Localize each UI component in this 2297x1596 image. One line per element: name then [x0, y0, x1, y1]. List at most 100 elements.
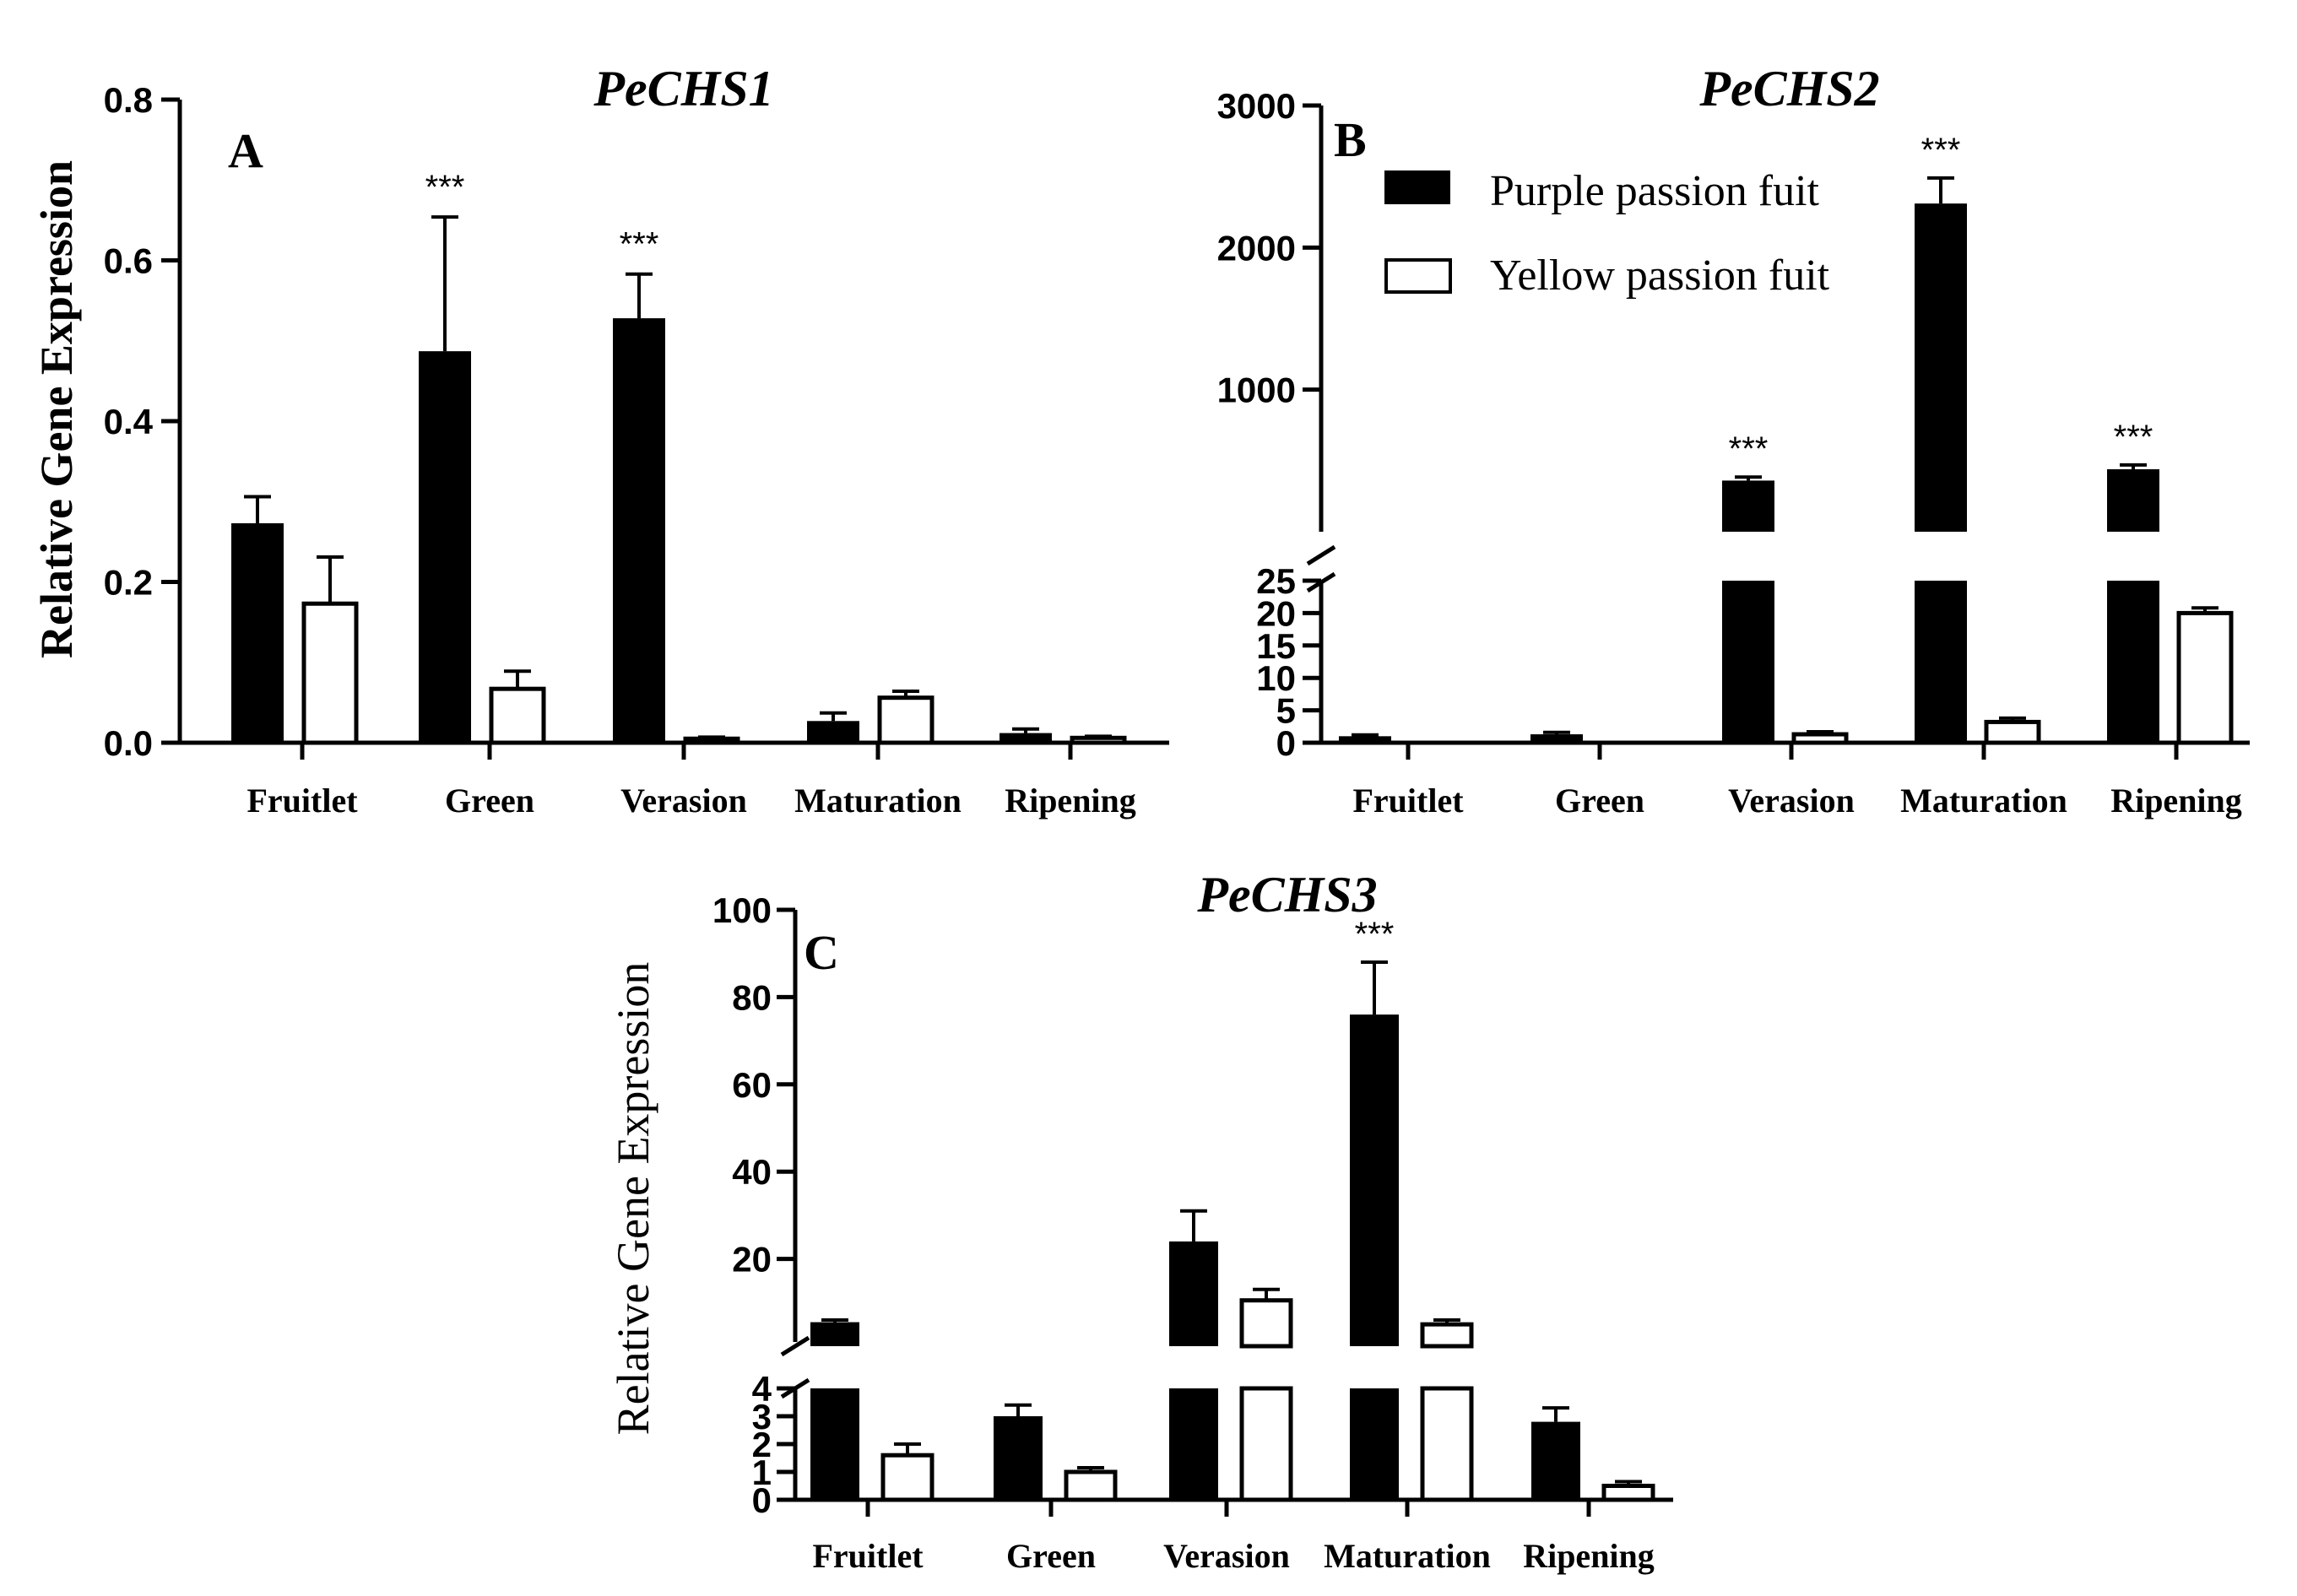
- bar-purple-c: [810, 1322, 859, 1346]
- bar-yellow-c: [1420, 1322, 1474, 1349]
- y-tick-label-b: 20: [1256, 593, 1296, 633]
- bar-purple-c: [810, 1388, 859, 1500]
- bar-purple-a: [1000, 733, 1052, 743]
- category-label-a: Verasion: [620, 782, 747, 820]
- y-tick-label-a: 0.4: [104, 402, 154, 441]
- significance-b: ***: [1729, 430, 1769, 468]
- category-label-c: Fruitlet: [812, 1537, 924, 1575]
- significance-a: ***: [425, 169, 465, 206]
- legend: Purple passion fuit Yellow passion fuit: [1384, 167, 1830, 300]
- bar-yellow-c: [880, 1453, 935, 1502]
- y-tick-label-c: 3: [752, 1397, 772, 1436]
- bar-purple-b: [1530, 734, 1583, 743]
- panel-a: 0.0 0.2 0.4 0.6 0.8 Fruitlet Green *** Verasion *…: [104, 80, 1169, 820]
- bar-yellow-c: [1239, 1298, 1293, 1349]
- panel-b-title: PeCHS2: [1698, 61, 1879, 116]
- category-label-a: Fruitlet: [246, 782, 358, 820]
- bar-purple-b: [2107, 468, 2159, 532]
- panel-b-letter: B: [1334, 112, 1367, 167]
- legend-swatch-purple: [1384, 170, 1450, 204]
- bar-purple-b: [1915, 581, 1967, 743]
- bar-purple-a: [231, 522, 284, 743]
- bar-yellow-b: [1984, 719, 2041, 745]
- y-tick-label-b: 15: [1256, 626, 1296, 666]
- y-tick-label-b: 0: [1276, 723, 1296, 763]
- bar-yellow-c: [1601, 1484, 1655, 1502]
- category-label-b: Fruitlet: [1352, 782, 1464, 820]
- bar-purple-c: [1350, 1388, 1399, 1500]
- bar-yellow-a: [683, 736, 740, 745]
- bar-purple-c: [1531, 1421, 1580, 1500]
- bar-purple-c: [1350, 1014, 1399, 1346]
- axis-break-b: [1306, 544, 1336, 566]
- bar-purple-a: [613, 318, 665, 743]
- category-label-a: Ripening: [1005, 782, 1136, 820]
- legend-label-purple: Purple passion fuit: [1490, 167, 1820, 215]
- category-label-b: Green: [1555, 782, 1644, 820]
- y-tick-label-b: 3000: [1217, 86, 1296, 126]
- category-label-b: Ripening: [2110, 782, 2242, 820]
- bar-yellow-a: [301, 601, 359, 745]
- bar-yellow-c: [1064, 1469, 1118, 1502]
- panel-c-letter: C: [804, 925, 839, 980]
- bar-purple-b: [1915, 203, 1967, 532]
- bar-purple-c: [1169, 1241, 1218, 1346]
- significance-b: ***: [2114, 419, 2153, 456]
- category-label-b: Maturation: [1900, 782, 2067, 820]
- y-tick-label-c: 40: [732, 1152, 772, 1192]
- y-tick-label-c: 1: [752, 1453, 772, 1492]
- legend-swatch-yellow: [1384, 258, 1452, 294]
- y-tick-label-b: 25: [1256, 561, 1296, 601]
- bar-purple-b: [2107, 581, 2159, 743]
- bar-purple-b: [1339, 736, 1391, 743]
- category-label-a: Maturation: [794, 782, 962, 820]
- y-tick-label-c: 60: [732, 1065, 772, 1105]
- panel-c-ylabel: Relative Gene Expression: [608, 962, 658, 1436]
- bar-purple-b: [1722, 480, 1774, 532]
- y-tick-label-c: 80: [732, 977, 772, 1017]
- bar-yellow-a: [1070, 735, 1127, 745]
- y-tick-label-c: 2: [752, 1425, 772, 1464]
- bar-yellow-c: [1239, 1386, 1293, 1502]
- category-label-a: Green: [445, 782, 534, 820]
- bar-yellow-a: [489, 686, 546, 745]
- category-label-c: Verasion: [1163, 1537, 1290, 1575]
- category-label-c: Green: [1006, 1537, 1096, 1575]
- panel-a-ylabel: Relative Gene Expression: [31, 160, 82, 658]
- y-tick-label-b: 2000: [1217, 228, 1296, 268]
- y-tick-label-a: 0.0: [104, 723, 153, 763]
- category-label-c: Maturation: [1324, 1537, 1491, 1575]
- bar-yellow-b: [2176, 610, 2234, 745]
- panel-a-letter: A: [228, 123, 263, 178]
- category-label-c: Ripening: [1523, 1537, 1655, 1575]
- bar-yellow-b: [1791, 732, 1849, 745]
- bar-purple-b: [1722, 581, 1774, 743]
- significance-c: ***: [1355, 916, 1395, 953]
- y-tick-label-c: 0: [752, 1480, 772, 1520]
- y-tick-label-b: 10: [1256, 658, 1296, 698]
- panel-c-title: PeCHS3: [1196, 867, 1377, 922]
- bar-purple-a: [807, 721, 859, 743]
- bar-yellow-a: [877, 695, 935, 745]
- legend-label-yellow: Yellow passion fuit: [1490, 252, 1830, 300]
- bar-purple-a: [419, 351, 471, 743]
- significance-b: ***: [1921, 132, 1961, 169]
- panel-a-title: PeCHS1: [593, 61, 773, 116]
- y-tick-label-c: 20: [732, 1240, 772, 1280]
- y-tick-label-b: 5: [1276, 691, 1296, 731]
- bar-purple-c: [1169, 1388, 1218, 1500]
- significance-a: ***: [620, 226, 659, 263]
- bar-purple-c: [994, 1416, 1043, 1500]
- y-tick-label-c: 4: [752, 1369, 772, 1409]
- y-tick-label-c: 100: [712, 890, 772, 930]
- y-tick-label-a: 0.2: [104, 563, 153, 603]
- axis-break-c: [780, 1335, 810, 1357]
- y-tick-label-a: 0.6: [104, 241, 153, 281]
- y-tick-label-b: 1000: [1217, 371, 1296, 410]
- bar-yellow-c: [1420, 1386, 1474, 1502]
- category-label-b: Verasion: [1728, 782, 1855, 820]
- y-tick-label-a: 0.8: [104, 80, 153, 120]
